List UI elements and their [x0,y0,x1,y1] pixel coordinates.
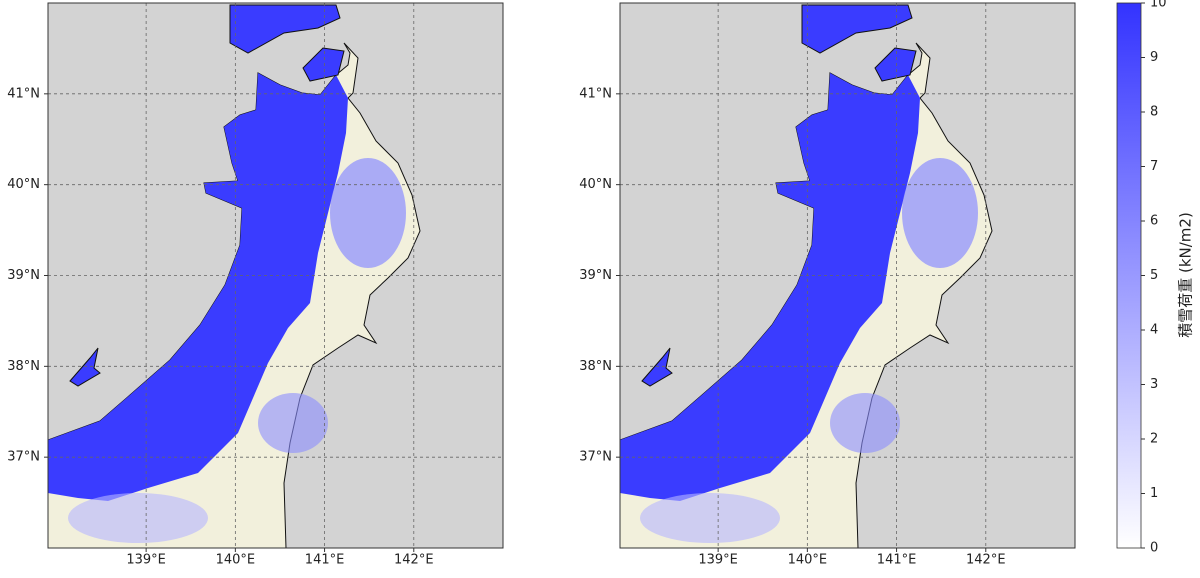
map-right: 139°E 140°E 141°E 142°E 37°N 38°N 39°N 40°N 41°N [579,2,1076,568]
colorbar-tick-label: 1 [1150,486,1158,501]
lat-tick-label: 41°N [7,86,40,101]
colorbar-tick-label: 0 [1150,541,1158,556]
lon-tick-label: 140°E [216,553,256,568]
lon-tick-label: 139°E [126,553,166,568]
colorbar-tick-label: 2 [1150,432,1158,447]
lat-tick-label: 37°N [579,450,612,465]
lat-tick-label: 39°N [7,268,40,283]
colorbar-tick-label: 3 [1150,377,1158,392]
colorbar-tick-label: 4 [1150,323,1158,338]
lat-tick-label: 38°N [579,359,612,374]
map-left: 139°E 140°E 141°E 142°E 37°N 38°N 39°N 40°N 41°N [7,2,504,568]
colorbar-tick-label: 8 [1150,105,1158,120]
colorbar-tick-label: 10 [1150,0,1167,11]
lon-tick-label: 142°E [394,553,434,568]
lat-tick-label: 38°N [7,359,40,374]
lat-tick-label: 40°N [579,177,612,192]
lat-tick-label: 40°N [7,177,40,192]
colorbar-tick-label: 5 [1150,268,1158,283]
lon-tick-label: 141°E [877,553,917,568]
map-frame [47,2,504,549]
colorbar-tick-label: 9 [1150,50,1158,65]
lon-tick-label: 140°E [788,553,828,568]
lat-tick-label: 37°N [7,450,40,465]
lat-tick-label: 41°N [579,86,612,101]
lon-tick-label: 139°E [698,553,738,568]
colorbar-tick-label: 6 [1150,214,1158,229]
colorbar-label: 積雪荷重 (kN/m2) [1177,212,1195,338]
map-frame [619,2,1076,549]
colorbar-tick-label: 7 [1150,159,1158,174]
lat-tick-label: 39°N [579,268,612,283]
colorbar [1116,2,1142,549]
lon-tick-label: 142°E [966,553,1006,568]
lon-tick-label: 141°E [305,553,345,568]
